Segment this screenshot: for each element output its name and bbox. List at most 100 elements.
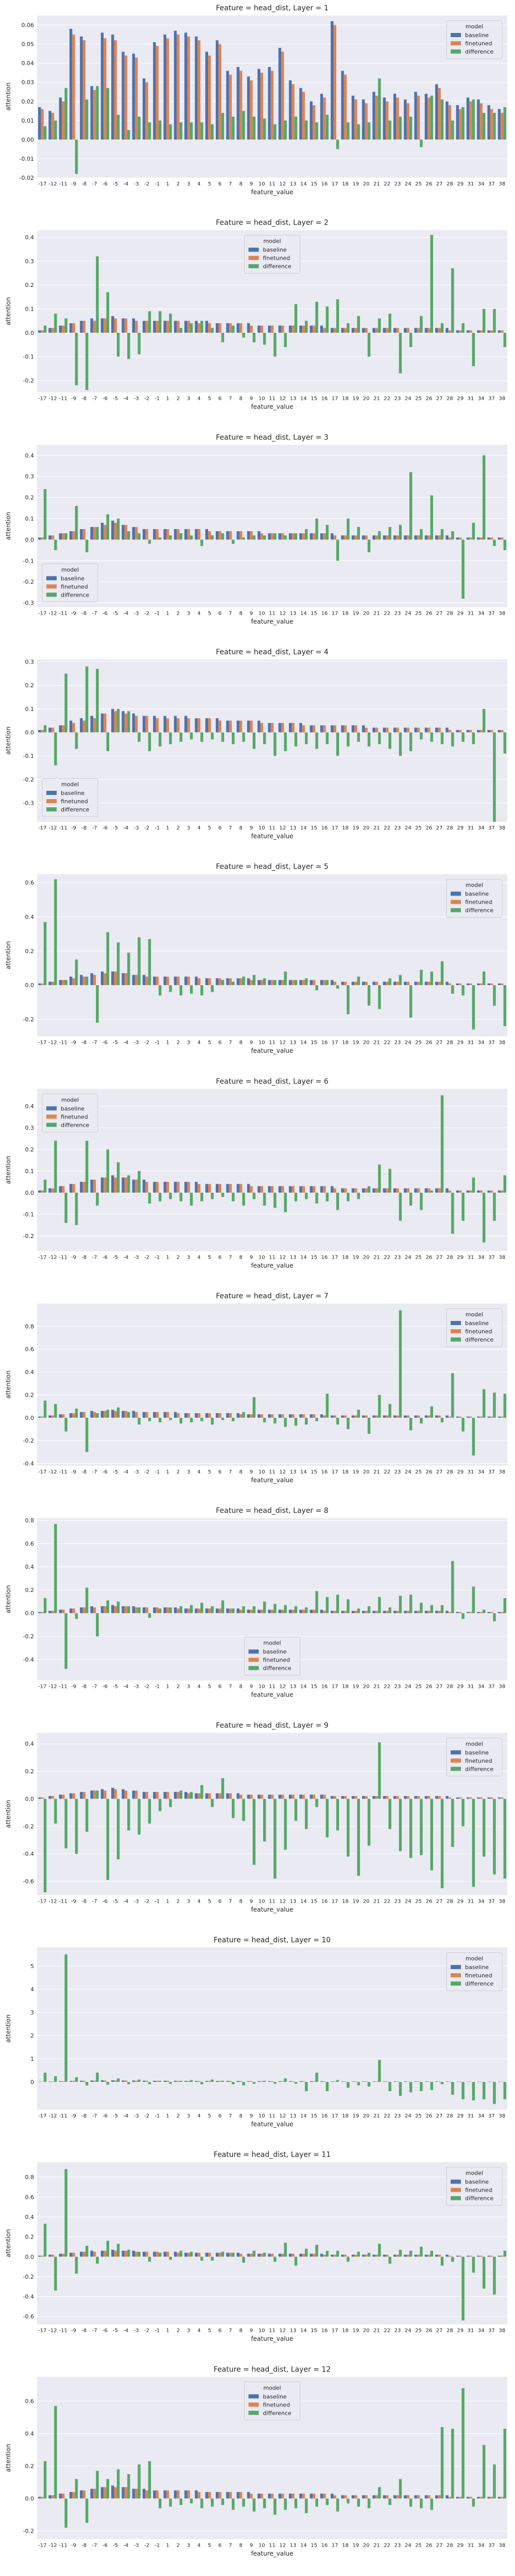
legend-label-baseline: baseline [61, 575, 84, 582]
bar-difference [378, 318, 381, 333]
bar-baseline [414, 535, 417, 540]
x-tick-label: -17 [38, 1899, 46, 1904]
x-tick-label: 20 [363, 1255, 370, 1260]
bar-difference [367, 2082, 371, 2087]
bar-finetuned [333, 1611, 336, 1614]
bar-baseline [163, 1607, 166, 1614]
bar-baseline [38, 1797, 41, 1799]
bar-baseline [100, 522, 104, 540]
bar-difference [461, 732, 465, 742]
bar-baseline [215, 323, 219, 333]
bar-baseline [424, 2081, 428, 2082]
bar-baseline [456, 983, 459, 986]
x-tick-label: 10 [259, 1040, 265, 1046]
bar-finetuned [41, 983, 44, 986]
bar-finetuned [239, 720, 243, 733]
x-tick-label: -4 [123, 1899, 128, 1904]
bar-difference [116, 2078, 120, 2082]
bar-baseline [487, 537, 490, 540]
bar-difference [440, 732, 444, 744]
bar-difference [159, 2080, 162, 2082]
legend-label-baseline: baseline [465, 1320, 489, 1327]
bar-finetuned [438, 2495, 441, 2499]
bar-baseline [163, 2490, 166, 2499]
bar-baseline [414, 1611, 417, 1614]
bar-baseline [100, 714, 104, 733]
bar-difference [116, 2469, 120, 2499]
legend-box [42, 563, 98, 602]
bar-finetuned [354, 1796, 357, 1799]
x-tick-label: -6 [102, 1255, 108, 1260]
x-tick-label: 24 [405, 1899, 411, 1904]
bar-baseline [435, 2495, 438, 2499]
bar-baseline [362, 1611, 365, 1614]
x-tick-label: 9 [250, 1684, 253, 1690]
bar-finetuned [490, 1416, 493, 1418]
x-tick-label: 37 [488, 181, 495, 187]
bar-difference [503, 2082, 506, 2099]
bar-finetuned [417, 1796, 420, 1799]
y-tick-label: 0.3 [25, 473, 35, 480]
bar-difference [336, 985, 339, 989]
bar-difference [252, 2250, 256, 2257]
y-tick-label: -0.2 [23, 1233, 34, 1240]
bar-difference [232, 539, 235, 544]
bar-finetuned [365, 2081, 368, 2082]
bar-finetuned [177, 529, 180, 540]
bar-baseline [90, 2080, 93, 2082]
bar-baseline [320, 1609, 323, 1614]
bar-baseline [404, 2081, 407, 2082]
bar-baseline [59, 1609, 62, 1614]
bar-finetuned [417, 1611, 420, 1614]
bar-finetuned [323, 2255, 326, 2257]
bar-baseline [497, 109, 501, 140]
bar-baseline [100, 1789, 104, 1799]
x-tick-label: -11 [59, 1040, 67, 1046]
bar-baseline [268, 723, 271, 733]
legend-label-baseline: baseline [263, 1649, 287, 1655]
x-tick-label: 3 [187, 2543, 190, 2548]
bar-difference [336, 2250, 339, 2257]
bar-difference [357, 1799, 360, 1876]
x-tick-label: -6 [102, 1684, 108, 1690]
bar-finetuned [218, 1608, 221, 1614]
bar-difference [430, 1406, 433, 1418]
bar-difference [242, 1606, 245, 1614]
legend-title: model [263, 238, 281, 245]
bar-baseline [278, 980, 282, 986]
bar-finetuned [114, 1411, 117, 1418]
bar-baseline [435, 84, 438, 140]
bar-difference [357, 1192, 360, 1199]
bar-finetuned [62, 1609, 65, 1614]
bar-finetuned [82, 529, 85, 540]
y-tick-label: -0.2 [23, 1016, 34, 1023]
bar-finetuned [354, 2255, 357, 2257]
bar-baseline [38, 2497, 41, 2499]
bar-finetuned [135, 57, 138, 140]
x-tick-label: 29 [457, 825, 464, 831]
bar-difference [399, 2249, 402, 2257]
bar-difference [357, 124, 360, 140]
x-tick-label: -1 [154, 2543, 160, 2548]
chart-title: Feature = head_dist, Layer = 1 [216, 4, 329, 12]
bar-finetuned [124, 2250, 128, 2257]
x-tick-label: 1 [166, 2113, 169, 2119]
x-tick-label: 14 [300, 1255, 307, 1260]
bar-difference [190, 535, 193, 540]
x-tick-label: 20 [363, 825, 370, 831]
bar-baseline [195, 1181, 198, 1193]
bar-baseline [142, 78, 146, 140]
bar-difference [399, 732, 402, 756]
x-tick-label: 19 [352, 396, 359, 402]
bar-baseline [215, 1184, 219, 1193]
bar-difference [378, 2060, 381, 2082]
x-tick-label: 34 [478, 1899, 485, 1904]
chart-title: Feature = head_dist, Layer = 8 [216, 1507, 329, 1515]
x-tick-label: 20 [363, 396, 370, 402]
x-tick-label: -3 [134, 396, 139, 402]
bar-finetuned [135, 1607, 138, 1614]
bar-finetuned [166, 1412, 169, 1418]
bar-difference [116, 942, 120, 986]
bar-finetuned [448, 983, 452, 986]
bar-finetuned [333, 2081, 336, 2082]
